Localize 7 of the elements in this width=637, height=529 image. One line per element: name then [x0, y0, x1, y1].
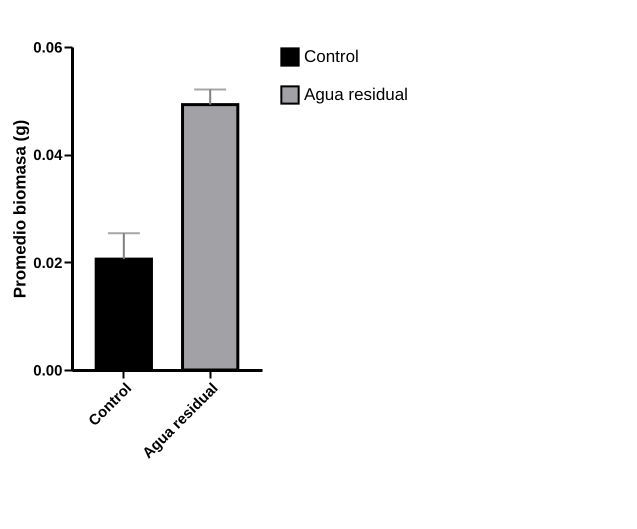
legend-label: Control	[304, 47, 359, 66]
y-axis-title: Promedio biomasa (g)	[10, 120, 30, 298]
y-tick-label: 0.04	[33, 147, 64, 164]
legend-label: Agua residual	[304, 85, 408, 104]
y-tick-label: 0.00	[33, 362, 62, 380]
y-tick-label: 0.06	[33, 40, 62, 56]
y-tick-label: 0.02	[33, 254, 62, 272]
